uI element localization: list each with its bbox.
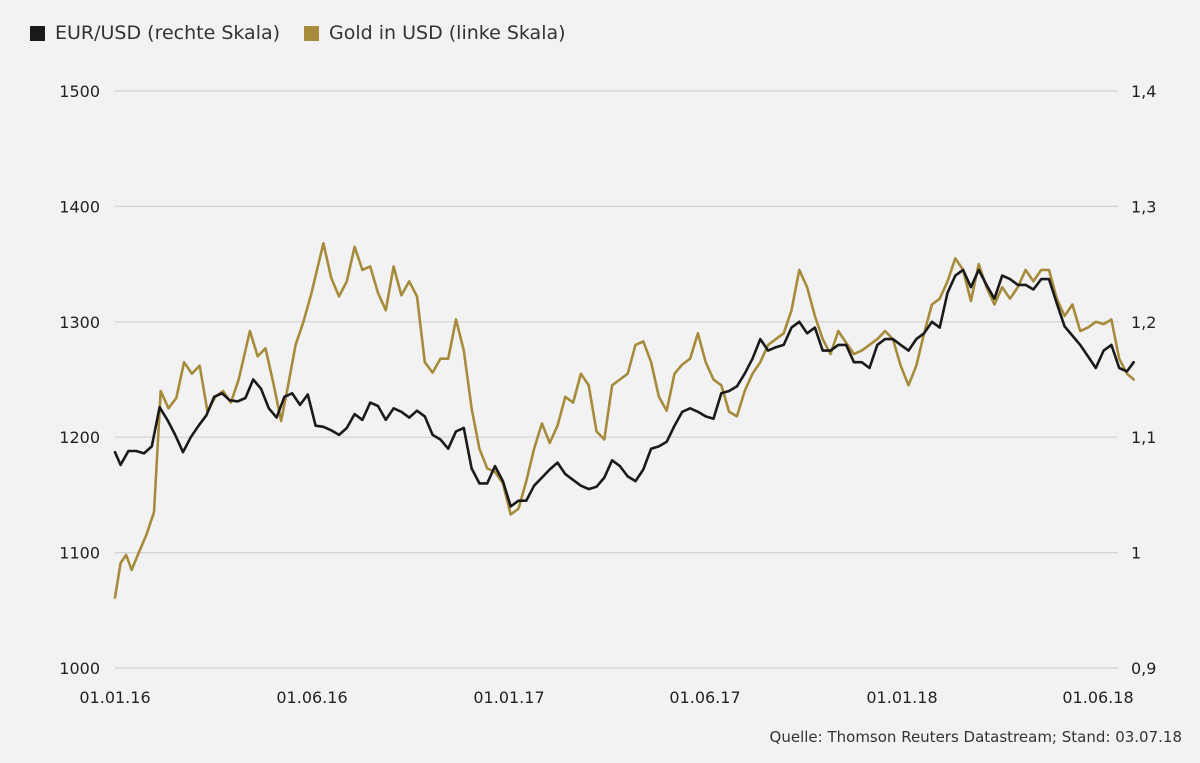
legend-item-eurusd: EUR/USD (rechte Skala): [30, 22, 280, 44]
left-tick-label: 1000: [59, 659, 100, 678]
left-axis-ticks: 1000 1100 1200 1300 1400 1500: [59, 82, 100, 678]
chart-legend: EUR/USD (rechte Skala) Gold in USD (link…: [30, 22, 566, 44]
eurusd-series-line: [113, 268, 1135, 508]
x-tick-label: 01.06.17: [669, 688, 740, 707]
source-note: Quelle: Thomson Reuters Datastream; Stan…: [769, 728, 1182, 746]
right-tick-label: 1,4: [1131, 82, 1156, 101]
series-lines: [113, 242, 1135, 599]
legend-item-gold: Gold in USD (linke Skala): [304, 22, 566, 44]
left-tick-label: 1300: [59, 313, 100, 332]
x-tick-label: 01.01.17: [473, 688, 544, 707]
right-tick-label: 1,3: [1131, 197, 1156, 216]
right-tick-label: 1: [1131, 544, 1141, 563]
x-axis-ticks: 01.01.16 01.06.16 01.01.17 01.06.17 01.01.18…: [79, 688, 1133, 707]
left-tick-label: 1100: [59, 544, 100, 563]
grid-lines: [115, 90, 1118, 669]
legend-swatch-gold: [304, 25, 320, 41]
legend-swatch-eurusd: [30, 25, 45, 41]
right-tick-label: 0,9: [1131, 659, 1156, 678]
legend-label-gold: Gold in USD (linke Skala): [329, 22, 566, 44]
right-tick-label: 1,2: [1131, 313, 1156, 332]
right-tick-label: 1,1: [1131, 428, 1156, 447]
left-tick-label: 1200: [59, 428, 100, 447]
x-tick-label: 01.06.18: [1062, 688, 1133, 707]
gold-series-line: [113, 242, 1135, 599]
x-tick-label: 01.01.18: [866, 688, 937, 707]
left-tick-label: 1400: [59, 197, 100, 216]
right-axis-ticks: 0,9 1 1,1 1,2 1,3 1,4: [1131, 82, 1156, 678]
x-tick-label: 01.06.16: [276, 688, 347, 707]
left-tick-label: 1500: [59, 82, 100, 101]
x-tick-label: 01.01.16: [79, 688, 150, 707]
legend-label-eurusd: EUR/USD (rechte Skala): [55, 22, 281, 44]
